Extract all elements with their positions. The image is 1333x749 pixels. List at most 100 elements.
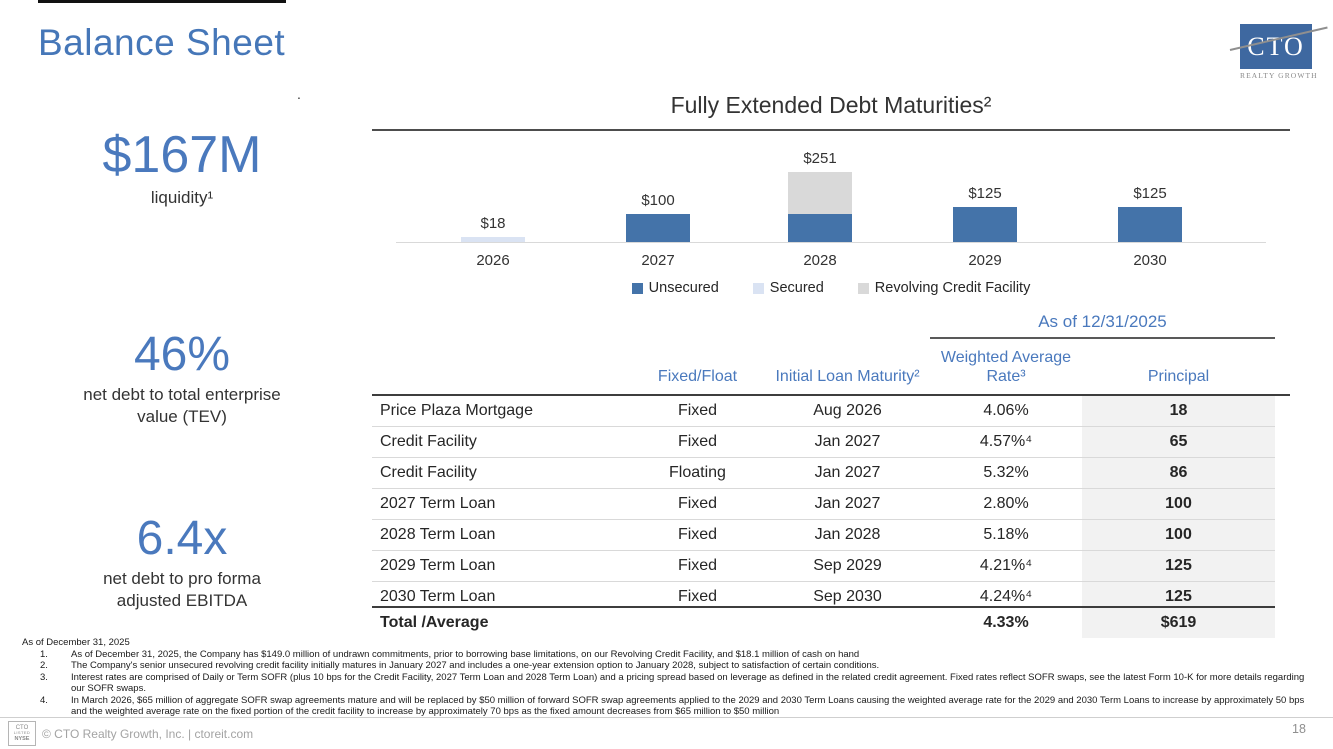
total-rate: 4.33% xyxy=(983,614,1029,631)
footnote-item: 2. The Company's senior unsecured revolvi… xyxy=(22,660,1312,672)
chart-title: Fully Extended Debt Maturities² xyxy=(670,92,992,118)
footnote-list: 1. As of December 31, 2025, the Company h… xyxy=(22,649,1312,718)
nyse-listed-badge: CTO LISTED NYSE xyxy=(8,721,36,746)
row-principal: 125 xyxy=(1082,551,1275,581)
total-fixed-float xyxy=(630,608,765,638)
metric-value: 46% xyxy=(133,328,231,381)
x-axis-label: 2027 xyxy=(641,252,675,269)
x-axis-label: 2026 xyxy=(476,252,510,269)
legend-swatch-icon xyxy=(631,282,643,294)
cto-logo: CTO REALTY GROWTH xyxy=(1229,24,1328,80)
footnote-text: Interest rates are comprised of Daily or… xyxy=(71,671,1305,695)
bar-2027: $100 2027 xyxy=(626,137,690,269)
row-name: 2029 Term Loan xyxy=(380,557,496,574)
x-axis-label: 2028 xyxy=(803,252,837,269)
chart-legend: Unsecured Secured Revolving Credit Facilit… xyxy=(372,280,1290,296)
row-principal: 100 xyxy=(1082,520,1275,550)
row-maturity: Jan 2027 xyxy=(814,433,881,450)
bar-segment-unsecured xyxy=(626,214,690,242)
header-initial-loan-maturity: Initial Loan Maturity² xyxy=(775,368,920,386)
row-rate: 5.18% xyxy=(983,526,1029,543)
footnotes-heading: As of December 31, 2025 xyxy=(22,637,130,648)
row-name: Credit Facility xyxy=(380,433,477,450)
row-rate: 4.57%⁴ xyxy=(979,433,1033,450)
total-maturity xyxy=(765,608,930,638)
row-name: Credit Facility xyxy=(380,464,477,481)
row-maturity: Jan 2027 xyxy=(814,495,881,512)
bar-segment-unsecured xyxy=(953,207,1017,242)
row-name: 2030 Term Loan xyxy=(380,588,496,605)
cto-logo-box: CTO xyxy=(1229,24,1328,69)
row-maturity: Aug 2026 xyxy=(813,402,882,419)
metric-label: liquidity¹ xyxy=(150,187,214,207)
bar-2028: $251 2028 xyxy=(788,137,852,269)
legend-item-revolving-credit-facility: Revolving Credit Facility xyxy=(857,280,1031,296)
cto-logo-subtext: REALTY GROWTH xyxy=(1240,71,1318,80)
bar-segment-revolving-credit-facility xyxy=(788,172,852,214)
row-fixed-float: Floating xyxy=(669,464,726,481)
footnote-text: The Company's senior unsecured revolving… xyxy=(71,660,880,671)
legend-label: Revolving Credit Facility xyxy=(874,280,1031,296)
footer-copyright: © CTO Realty Growth, Inc. | ctoreit.com xyxy=(42,727,254,741)
badge-line-listed: LISTED xyxy=(13,730,31,736)
metric-1: 46% net debt to total enterprise value (T… xyxy=(22,328,342,427)
table-row: 2028 Term Loan Fixed Jan 2028 5.18% 100 xyxy=(372,520,1275,551)
bar-2030: $125 2030 xyxy=(1118,137,1182,269)
footnotes: As of December 31, 2025 1. As of December… xyxy=(22,637,1312,718)
row-fixed-float: Fixed xyxy=(677,526,718,543)
as-of-rule xyxy=(930,337,1275,339)
row-principal: 65 xyxy=(1082,427,1275,457)
footnote-item: 3. Interest rates are comprised of Daily … xyxy=(22,672,1312,695)
page-title: Balance Sheet xyxy=(38,22,286,63)
row-fixed-float: Fixed xyxy=(677,433,718,450)
row-maturity: Jan 2027 xyxy=(814,464,881,481)
metric-0: $167M liquidity¹ xyxy=(22,128,342,208)
footnote-number: 1. xyxy=(40,648,48,660)
cto-logo-text: CTO xyxy=(1247,32,1305,61)
row-principal: 86 xyxy=(1082,458,1275,488)
badge-line-cto: CTO xyxy=(15,724,29,731)
bar-value-label: $251 xyxy=(803,150,837,167)
chart-baseline xyxy=(396,242,1266,243)
metric-2: 6.4x net debt to pro forma adjusted EBITD… xyxy=(22,513,342,611)
row-fixed-float: Fixed xyxy=(677,557,718,574)
debt-maturities-chart: Fully Extended Debt Maturities² $18 2026 $… xyxy=(372,88,1290,308)
stray-dot: . xyxy=(297,86,301,102)
header-fixed-float: Fixed/Float xyxy=(657,368,738,386)
chart-title-rule xyxy=(372,129,1290,131)
header-name xyxy=(372,340,630,394)
row-maturity: Sep 2029 xyxy=(813,557,882,574)
bar-segment-secured xyxy=(461,237,525,242)
table-header-row: Fixed/Float Initial Loan Maturity² Weigh… xyxy=(372,340,1275,394)
table-row: 2027 Term Loan Fixed Jan 2027 2.80% 100 xyxy=(372,489,1275,520)
metric-label: net debt to total enterprise value (TEV) xyxy=(83,385,281,426)
row-maturity: Jan 2028 xyxy=(814,526,881,543)
x-axis-label: 2030 xyxy=(1133,252,1167,269)
as-of-date-label: As of 12/31/2025 xyxy=(1038,312,1167,331)
table-header-rule xyxy=(372,394,1290,396)
row-fixed-float: Fixed xyxy=(677,588,718,605)
total-label: Total /Average xyxy=(380,614,489,631)
row-principal: 18 xyxy=(1082,396,1275,426)
table-row: Credit Facility Floating Jan 2027 5.32% 86 xyxy=(372,458,1275,489)
footnote-number: 2. xyxy=(40,660,48,671)
footnote-item: 1. As of December 31, 2025, the Company h… xyxy=(22,649,1312,661)
total-principal: $619 xyxy=(1082,608,1275,638)
row-rate: 2.80% xyxy=(983,495,1029,512)
footnote-number: 3. xyxy=(40,671,48,683)
table-row: 2029 Term Loan Fixed Sep 2029 4.21%⁴ 125 xyxy=(372,551,1275,582)
bar-2026: $18 2026 xyxy=(461,137,525,269)
metric-label: net debt to pro forma adjusted EBITDA xyxy=(103,569,261,610)
table-body: Price Plaza Mortgage Fixed Aug 2026 4.06% 18… xyxy=(372,396,1275,612)
row-rate: 4.21%⁴ xyxy=(979,557,1033,574)
header-principal: Principal xyxy=(1147,368,1210,386)
header-weighted-average-rate: Weighted Average Rate³ xyxy=(940,349,1072,386)
table-row: Price Plaza Mortgage Fixed Aug 2026 4.06% 18 xyxy=(372,396,1275,427)
metric-value: $167M xyxy=(102,126,262,184)
row-rate: 4.06% xyxy=(983,402,1029,419)
legend-swatch-icon xyxy=(752,282,764,294)
legend-item-secured: Secured xyxy=(752,280,824,296)
row-principal: 100 xyxy=(1082,489,1275,519)
badge-line-nyse: NYSE xyxy=(14,736,30,743)
